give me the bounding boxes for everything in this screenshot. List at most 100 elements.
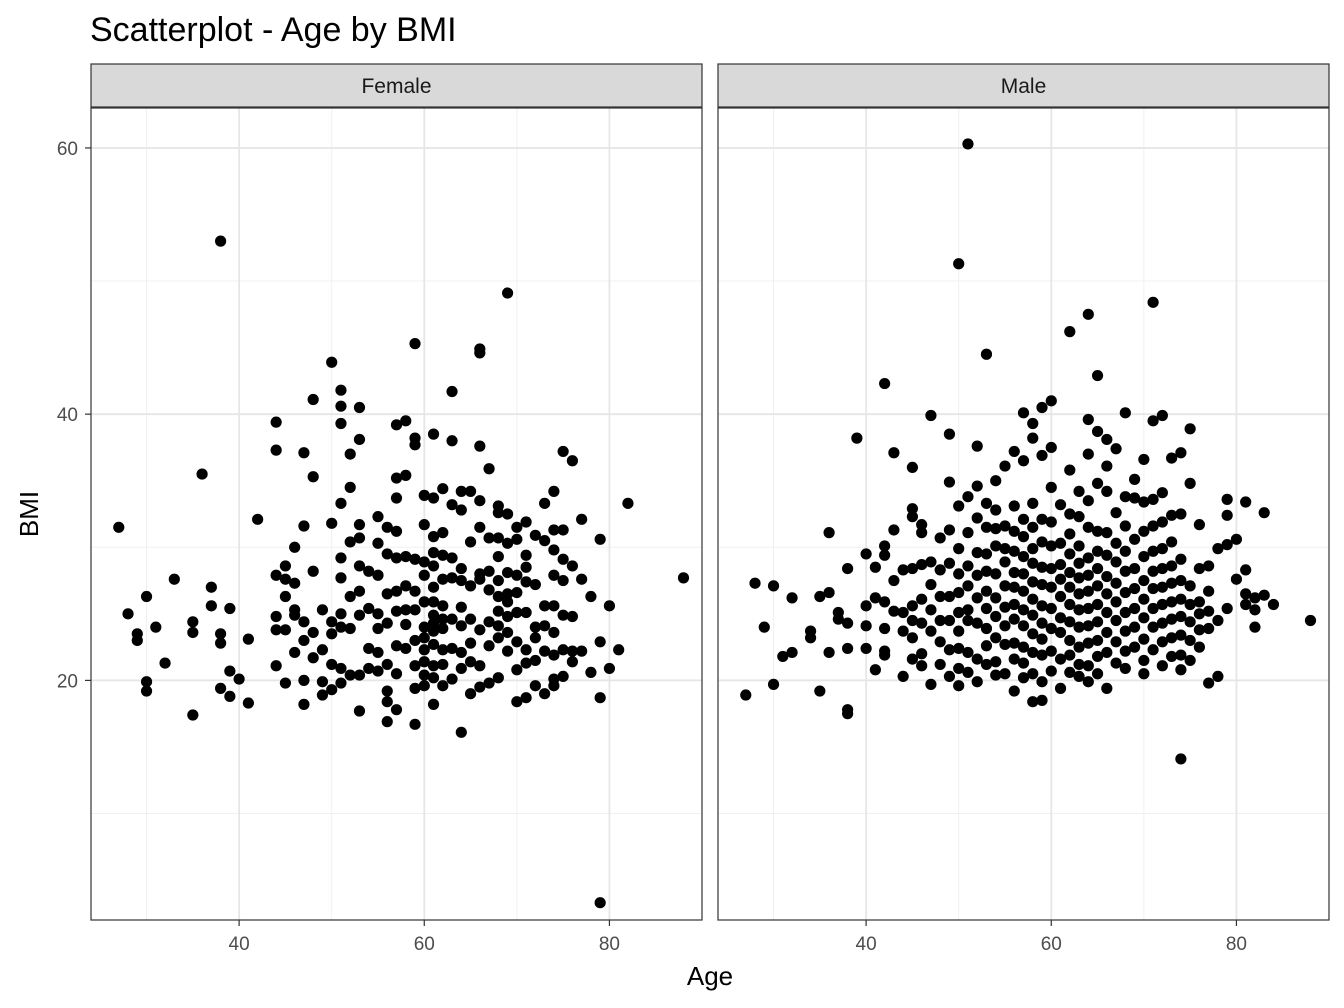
data-point-female <box>113 521 125 533</box>
data-point-male <box>1064 649 1076 661</box>
data-point-male <box>1073 557 1085 569</box>
data-point-male <box>842 617 854 629</box>
data-point-male <box>943 670 956 683</box>
data-point-male <box>1193 624 1205 636</box>
data-point-male <box>860 642 872 655</box>
data-point-male <box>925 625 937 637</box>
data-point-female <box>140 590 153 603</box>
data-point-female <box>548 544 560 556</box>
data-point-female <box>159 657 171 669</box>
data-point-female <box>464 536 477 548</box>
data-point-female <box>511 586 523 599</box>
data-point-female <box>335 662 347 675</box>
x-axis-title: Age <box>687 961 733 991</box>
data-point-male <box>990 504 1002 516</box>
data-point-female <box>215 235 227 247</box>
data-point-female <box>474 347 486 359</box>
data-point-male <box>1175 629 1187 641</box>
data-point-female <box>455 620 467 632</box>
data-point-male <box>1101 527 1113 539</box>
data-point-male <box>1193 641 1205 653</box>
data-point-female <box>279 590 292 603</box>
data-point-male <box>1166 536 1178 548</box>
data-point-male <box>943 428 956 440</box>
data-point-female <box>427 609 440 621</box>
data-point-male <box>1156 581 1168 593</box>
data-point-male <box>1008 613 1020 625</box>
data-point-female <box>418 596 430 608</box>
data-point-female <box>372 511 384 523</box>
data-point-male <box>1240 496 1252 508</box>
data-point-female <box>520 561 532 573</box>
data-point-male <box>1008 653 1020 665</box>
data-point-male <box>1249 604 1261 616</box>
data-point-male <box>786 592 798 604</box>
data-point-female <box>594 692 606 704</box>
data-point-male <box>897 564 909 576</box>
data-point-male <box>1156 617 1168 629</box>
data-point-female <box>446 673 458 685</box>
data-point-male <box>1101 682 1113 694</box>
data-point-male <box>971 547 983 559</box>
data-point-female <box>224 690 236 702</box>
data-point-female <box>390 525 403 537</box>
data-point-male <box>1082 585 1094 597</box>
data-point-female <box>501 537 514 549</box>
data-point-male <box>1128 492 1141 504</box>
data-point-female <box>353 669 366 681</box>
data-point-male <box>1147 415 1159 427</box>
data-point-male <box>1008 445 1020 458</box>
data-point-male <box>916 519 928 531</box>
data-point-male <box>962 604 974 616</box>
data-point-male <box>1045 665 1057 677</box>
data-point-female <box>418 680 430 692</box>
data-point-female <box>344 622 356 635</box>
data-point-male <box>1017 550 1030 563</box>
data-point-male <box>980 622 993 635</box>
data-point-female <box>372 537 384 549</box>
data-point-female <box>501 626 514 639</box>
data-point-male <box>1036 649 1048 661</box>
data-point-male <box>1064 581 1076 593</box>
panel-male: Male 40 60 80 <box>717 63 1330 955</box>
data-point-male <box>971 592 983 604</box>
data-point-female <box>353 519 366 531</box>
data-point-male <box>999 601 1011 613</box>
data-point-male <box>962 666 974 679</box>
x-tick-label: 80 <box>1226 934 1247 955</box>
data-point-female <box>492 574 504 587</box>
data-point-male <box>990 475 1002 487</box>
x-ticks-female: 40 60 80 <box>229 920 620 955</box>
data-point-male <box>1203 585 1215 597</box>
data-point-male <box>879 649 891 661</box>
data-point-male <box>1147 296 1159 308</box>
y-tick-label: 20 <box>57 671 78 692</box>
data-point-male <box>1138 496 1150 508</box>
data-point-female <box>557 574 569 587</box>
data-point-female <box>501 588 514 600</box>
data-point-male <box>925 604 937 616</box>
data-point-male <box>1036 600 1048 612</box>
data-point-male <box>980 585 993 597</box>
data-point-male <box>1064 326 1076 338</box>
data-point-male <box>1110 537 1122 549</box>
data-point-female <box>307 652 319 664</box>
x-tick-label: 60 <box>414 934 435 955</box>
data-point-male <box>934 590 946 603</box>
data-point-female <box>353 532 366 544</box>
data-point-female <box>409 439 421 451</box>
data-point-male <box>906 632 919 644</box>
data-point-male <box>1175 447 1187 459</box>
data-point-male <box>1240 598 1252 611</box>
data-point-female <box>326 616 338 628</box>
data-point-female <box>548 569 560 581</box>
data-point-male <box>1147 520 1159 532</box>
facet-label-male: Male <box>1001 75 1047 98</box>
data-point-male <box>1054 682 1067 694</box>
data-point-female <box>140 676 153 688</box>
data-point-female <box>131 634 143 647</box>
data-point-female <box>215 682 227 694</box>
data-point-male <box>1082 495 1094 507</box>
data-point-female <box>455 601 467 613</box>
data-point-female <box>455 726 467 738</box>
